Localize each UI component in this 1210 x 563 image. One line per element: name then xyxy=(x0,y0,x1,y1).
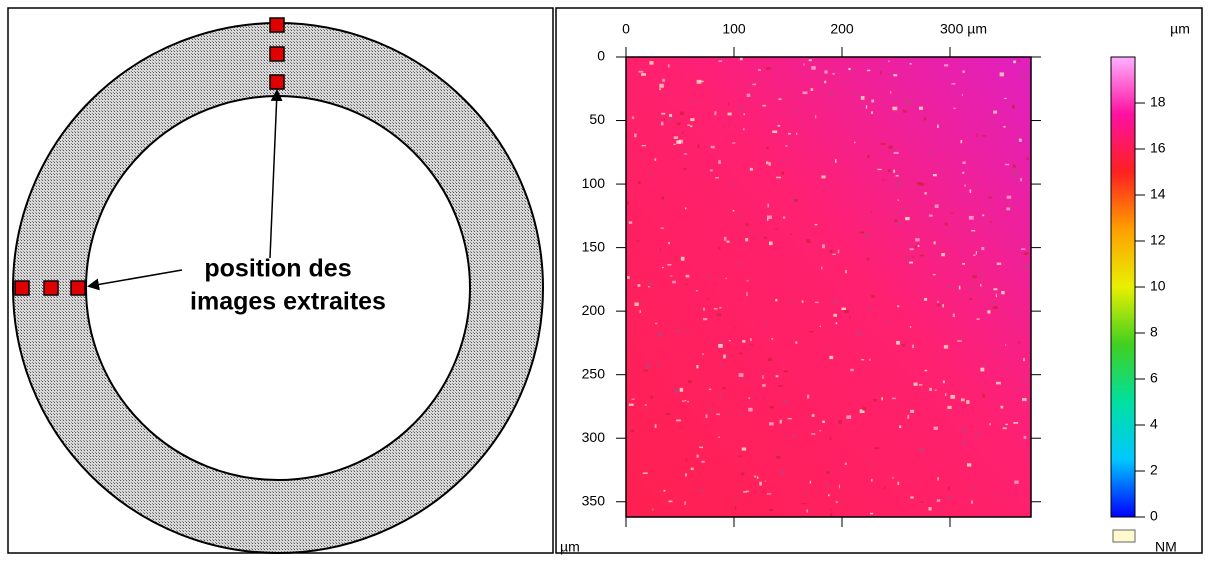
diagram-label: images extraites xyxy=(190,288,386,316)
colorbar-tick-label: 12 xyxy=(1150,232,1166,248)
y-tick-label: 0 xyxy=(597,48,605,64)
diagram-label: position des xyxy=(204,255,351,283)
missing-swatch xyxy=(1113,530,1135,542)
ring-diagram: position des images extraites xyxy=(13,18,543,553)
y-tick-label: 300 xyxy=(582,429,606,445)
colorbar-tick-label: 4 xyxy=(1150,416,1158,432)
colorbar-tick-label: 6 xyxy=(1150,370,1158,386)
colorbar xyxy=(1111,57,1135,517)
y-tick-label: 150 xyxy=(582,238,606,254)
colorbar-tick-label: 16 xyxy=(1150,140,1166,156)
height-map xyxy=(626,57,1031,517)
y-tick-label: 50 xyxy=(589,111,605,127)
colorbar-tick-label: 18 xyxy=(1150,94,1166,110)
y-tick-label: 100 xyxy=(582,175,606,191)
figure: position des images extraites µm µm NM 0… xyxy=(0,0,1210,558)
colorbar-tick-label: 2 xyxy=(1150,462,1158,478)
colorbar-tick-label: 10 xyxy=(1150,278,1166,294)
y-tick-label: 350 xyxy=(582,492,606,508)
missing-label: NM xyxy=(1155,539,1177,555)
x-tick-label: 0 xyxy=(622,21,630,37)
x-tick-label: 200 xyxy=(830,21,854,37)
x-tick-label: 100 xyxy=(722,21,746,37)
colorbar-tick-label: 14 xyxy=(1150,186,1166,202)
y-tick-label: 200 xyxy=(582,302,606,318)
x-tick-label: 300 µm xyxy=(940,21,987,37)
colorbar-tick-label: 8 xyxy=(1150,324,1158,340)
y-axis-label: µm xyxy=(560,539,580,555)
colorbar-unit: µm xyxy=(1170,21,1190,37)
colorbar-tick-label: 0 xyxy=(1150,508,1158,524)
y-tick-label: 250 xyxy=(582,365,606,381)
